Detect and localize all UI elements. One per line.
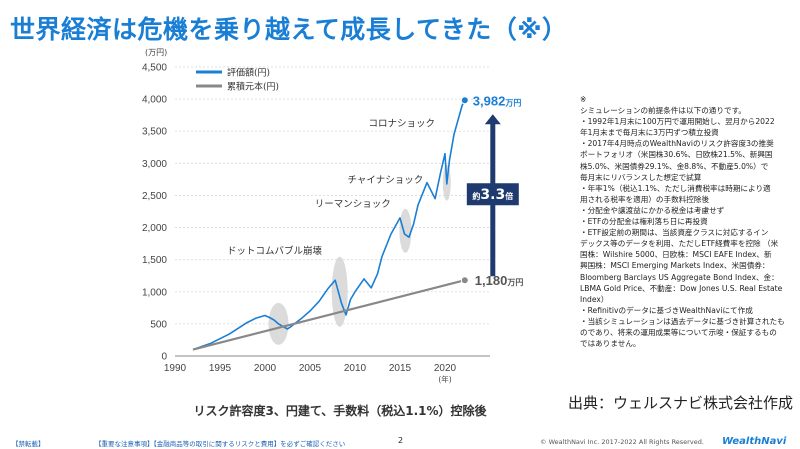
- copyright: © WealthNavi Inc. 2017-2022 All Rights R…: [540, 438, 704, 446]
- legend-label: 評価額(円): [227, 67, 270, 79]
- event-label: コロナショック: [369, 119, 436, 130]
- note-line: 株5.0%、米国債券29.1%、金8.8%、不動産5.0%）で: [580, 161, 769, 171]
- principal-value-label: 1,180万円: [475, 273, 524, 288]
- source-credit: 出典：ウェルスナビ株式会社作成: [568, 394, 794, 412]
- legend-label: 累積元本(円): [227, 81, 279, 93]
- note-line: 年1月末まで毎月末に3万円ずつ積立投資: [580, 128, 719, 138]
- footer-no-reprint: 【禁転載】: [12, 440, 45, 448]
- y-axis-unit: (万円): [145, 48, 167, 57]
- x-tick-label: 2000: [254, 363, 277, 374]
- y-tick-label: 1,000: [142, 287, 167, 298]
- series-line-valuation: [192, 99, 466, 351]
- note-line: 興国株：MSCI Emerging Markets Index、米国債券：: [580, 261, 770, 271]
- note-line: ではありません。: [580, 339, 641, 349]
- note-line: ・2017年4月時点のWealthNaviのリスク許容度3の推奨: [580, 139, 774, 149]
- event-label: ドットコムバブル崩壊: [227, 245, 323, 257]
- page-number: 2: [398, 436, 404, 445]
- simulation-notes: ※ シミュレーションの前提条件は以下の通りです。 ・1992年1月末に100万円で運…: [580, 94, 790, 349]
- note-line: ・分配金や譲渡益にかかる税金は考慮せず: [580, 205, 725, 215]
- note-line: Index）: [580, 294, 609, 304]
- note-line: ・ETFの分配金は権利落ち日に再投資: [580, 217, 708, 227]
- y-tick-label: 3,000: [142, 159, 167, 170]
- note-line: シミュレーションの前提条件は以下の通りです。: [580, 106, 746, 116]
- y-tick-label: 2,500: [142, 191, 167, 202]
- y-tick-label: 500: [150, 319, 167, 330]
- note-line: ポートフォリオ（米国株30.6%、日欧株21.5%、新興国: [580, 150, 773, 160]
- note-line: デックス等のデータを利用、ただしETF経費率を控除 （米: [580, 239, 779, 249]
- x-tick-label: 2010: [344, 363, 367, 374]
- note-line: 毎月末にリバランスした想定で試算: [580, 172, 702, 182]
- y-tick-label: 4,500: [142, 63, 167, 74]
- wealthnavi-logo: WealthNavi: [722, 436, 787, 447]
- note-line: 国株：Wilshire 5000、日欧株：MSCI EAFE Index、新: [580, 250, 772, 260]
- y-tick-label: 2,000: [142, 223, 167, 234]
- x-tick-label: 2020: [434, 363, 457, 374]
- x-tick-label: 1995: [209, 363, 232, 374]
- y-tick-label: 0: [161, 352, 167, 363]
- x-tick-label: 2015: [389, 363, 412, 374]
- event-highlight: [331, 256, 348, 327]
- page-title: 世界経済は危機を乗り越えて成長してきた（※）: [10, 15, 568, 44]
- footer-notice-link[interactable]: 【重要な注意事項】【金融商品等の取引に関するリスクと費用】を必ずご確認ください: [95, 440, 346, 448]
- footer: 【禁転載】 【重要な注意事項】【金融商品等の取引に関するリスクと費用】を必ずご確…: [0, 435, 800, 449]
- growth-arrow-head: [484, 114, 501, 125]
- note-line: Bloomberg Barclays US Aggregate Bond Ind…: [580, 272, 779, 282]
- x-axis-unit: (年): [438, 374, 451, 384]
- chart-caption: リスク許容度3、円建て、手数料（税込1.1%）控除後: [193, 404, 487, 418]
- note-line: LBMA Gold Price、不動産：Dow Jones U.S. Real …: [580, 283, 783, 293]
- x-tick-label: 2005: [299, 363, 322, 374]
- event-label: リーマンショック: [315, 199, 391, 210]
- principal-end-marker: [460, 276, 469, 285]
- multiplier-label: 約3.3倍: [472, 187, 513, 203]
- note-line: ・1992年1月末に100万円で運用開始し、翌月から2022: [580, 117, 775, 127]
- note-line: ※: [580, 95, 587, 104]
- event-highlight: [399, 208, 412, 253]
- note-line: のであり、将来の運用成果等について示唆・保証するもの: [580, 327, 777, 337]
- y-tick-label: 3,500: [142, 127, 167, 138]
- note-line: ・ETF設定前の期間は、当該資産クラスに対応するイン: [580, 228, 769, 238]
- x-tick-label: 1990: [164, 363, 187, 374]
- note-line: 用される税率を適用）の手数料控除後: [580, 194, 710, 204]
- final-value-label: 3,982万円: [473, 93, 522, 108]
- series-line-principal: [192, 279, 466, 351]
- y-tick-label: 1,500: [142, 255, 167, 266]
- note-line: ・当該シミュレーションは過去データに基づき計算されたも: [580, 316, 785, 326]
- multiplier-box: [466, 183, 519, 206]
- note-line: ・Refinitivのデータに基づきWealthNaviにて作成: [580, 305, 753, 315]
- y-tick-label: 4,000: [142, 95, 167, 106]
- event-label: チャイナショック: [348, 175, 424, 186]
- note-line: ・年率1%（税込1.1%、ただし消費税率は時期により適: [580, 183, 771, 193]
- valuation-end-marker: [460, 96, 469, 105]
